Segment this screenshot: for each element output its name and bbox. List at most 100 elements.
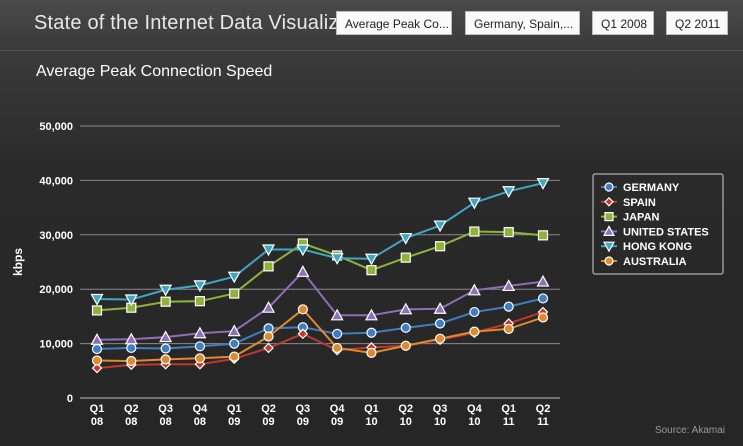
data-point bbox=[467, 283, 481, 296]
data-point bbox=[296, 265, 310, 277]
data-point bbox=[332, 328, 343, 339]
x-tick-label: Q1 10 bbox=[364, 403, 379, 428]
data-point bbox=[126, 342, 137, 354]
data-point bbox=[366, 327, 377, 338]
data-point bbox=[193, 326, 207, 339]
data-point bbox=[434, 241, 446, 252]
y-axis-label: kbps bbox=[11, 248, 25, 276]
chart-panel: Average Peak Connection Speed 0 10,000 20,… bbox=[0, 50, 743, 446]
data-point bbox=[467, 197, 481, 210]
data-point bbox=[503, 226, 514, 238]
x-tick-label: Q2 10 bbox=[398, 403, 413, 428]
x-tick-label: Q1 08 bbox=[90, 403, 105, 428]
legend-box bbox=[592, 173, 724, 275]
legend-marker bbox=[604, 256, 614, 266]
source-note: Source: Akamai bbox=[654, 425, 725, 436]
legend-item-label: SPAIN bbox=[623, 197, 656, 209]
data-point bbox=[399, 302, 413, 315]
data-point bbox=[536, 274, 550, 287]
x-tick-label: Q4 10 bbox=[467, 403, 483, 428]
data-point bbox=[90, 333, 104, 345]
data-point bbox=[434, 318, 446, 329]
series-line-germany bbox=[96, 297, 544, 351]
data-point bbox=[503, 323, 514, 335]
data-point bbox=[537, 293, 549, 304]
data-point bbox=[194, 341, 206, 352]
legend-marker bbox=[602, 241, 616, 253]
data-point bbox=[160, 296, 171, 307]
legend-item-label: GERMANY bbox=[623, 182, 680, 194]
series-line-australia bbox=[96, 307, 544, 363]
x-tick-label: Q2 09 bbox=[261, 403, 276, 428]
data-point bbox=[229, 338, 240, 349]
data-point bbox=[194, 353, 206, 364]
data-point bbox=[366, 265, 377, 276]
data-point bbox=[159, 284, 173, 297]
legend-marker bbox=[602, 225, 616, 236]
data-point bbox=[297, 304, 308, 315]
y-tick-label: 40,000 bbox=[39, 175, 73, 187]
header-bar: State of the Internet Data Visualization… bbox=[0, 0, 743, 51]
y-tick-label: 0 bbox=[67, 393, 73, 405]
legend-marker bbox=[604, 196, 614, 207]
series-line-united-states bbox=[96, 270, 544, 341]
data-point bbox=[434, 333, 446, 344]
data-point bbox=[91, 305, 103, 316]
data-point bbox=[469, 226, 480, 237]
data-point bbox=[332, 342, 343, 354]
data-point bbox=[263, 261, 274, 272]
x-tick-label: Q3 10 bbox=[433, 403, 448, 428]
data-point bbox=[536, 178, 550, 190]
x-tick-label: Q3 09 bbox=[296, 403, 311, 428]
data-point bbox=[537, 230, 549, 241]
line-chart: 0 10,000 20,000 30,000 40,000 50,000 kbps Q1 08 Q… bbox=[11, 121, 724, 428]
data-point bbox=[502, 186, 516, 199]
start-quarter-button[interactable]: Q1 2008 bbox=[592, 11, 654, 35]
data-point bbox=[433, 302, 447, 314]
metric-selector-button[interactable]: Average Peak Co... bbox=[336, 11, 452, 35]
data-point bbox=[91, 355, 103, 366]
data-point bbox=[262, 300, 276, 313]
data-point bbox=[400, 252, 411, 263]
data-point bbox=[263, 342, 274, 354]
x-tick-label: Q4 08 bbox=[193, 403, 209, 428]
y-tick-label: 30,000 bbox=[39, 230, 73, 242]
x-tick-label: Q1 09 bbox=[227, 403, 242, 428]
data-point bbox=[124, 294, 138, 307]
data-point bbox=[91, 362, 103, 374]
data-point bbox=[433, 220, 447, 233]
data-point bbox=[399, 232, 413, 245]
series-line-spain bbox=[96, 311, 544, 370]
data-point bbox=[400, 322, 411, 333]
y-tick-label: 50,000 bbox=[39, 121, 73, 133]
data-point bbox=[330, 308, 344, 321]
app-title: State of the Internet Data Visualization bbox=[34, 12, 383, 34]
data-point bbox=[229, 351, 240, 362]
x-tick-label: Q1 11 bbox=[501, 403, 516, 428]
legend-marker bbox=[604, 211, 614, 222]
series-line-japan bbox=[96, 230, 544, 312]
y-tick-label: 10,000 bbox=[39, 339, 73, 351]
x-tick-label: Q3 08 bbox=[158, 403, 173, 428]
legend-item-label: HONG KONG bbox=[623, 241, 692, 253]
country-selector-button[interactable]: Germany, Spain,... bbox=[465, 11, 580, 35]
data-point bbox=[193, 280, 207, 293]
data-point bbox=[263, 331, 274, 342]
data-point bbox=[262, 244, 276, 257]
data-point bbox=[364, 308, 378, 321]
x-tick-label: Q4 09 bbox=[330, 403, 346, 428]
data-point bbox=[502, 279, 516, 292]
data-point bbox=[229, 288, 240, 299]
data-point bbox=[227, 324, 241, 337]
data-point bbox=[330, 253, 344, 265]
data-point bbox=[469, 306, 480, 318]
chart-title: Average Peak Connection Speed bbox=[36, 63, 273, 80]
data-point bbox=[469, 326, 480, 337]
data-point bbox=[90, 293, 104, 306]
data-point bbox=[159, 330, 173, 343]
legend-marker bbox=[604, 182, 614, 192]
end-quarter-button[interactable]: Q2 2011 bbox=[666, 11, 728, 35]
data-point bbox=[400, 340, 411, 351]
data-point bbox=[297, 328, 309, 340]
